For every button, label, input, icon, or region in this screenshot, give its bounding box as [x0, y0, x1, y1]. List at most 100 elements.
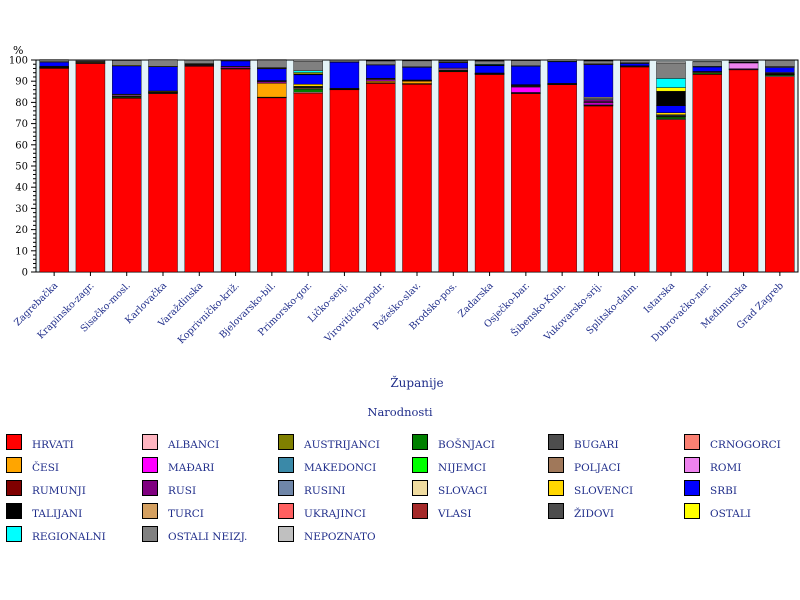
- legend-swatch: [684, 503, 700, 519]
- x-tick-label: Istarska: [642, 280, 678, 316]
- bar-segment: [329, 89, 360, 273]
- bar-segment: [293, 74, 323, 85]
- bar-segment: [511, 93, 541, 273]
- bar-segment: [728, 69, 759, 273]
- legend-swatch: [6, 480, 22, 496]
- legend-label: ČESI: [32, 462, 60, 474]
- y-tick-label: 10: [15, 246, 28, 257]
- legend-swatch: [278, 480, 294, 496]
- legend-swatch: [412, 434, 428, 450]
- bar-stack: [583, 60, 614, 273]
- legend-swatch: [142, 480, 158, 496]
- y-axis: 0 10 20 30 40 50 60 70 80 90 100: [9, 56, 36, 279]
- bar-segment: [111, 65, 142, 95]
- bar-segment: [656, 62, 686, 79]
- bar-stack: [438, 60, 468, 273]
- y-tick-label: 90: [15, 77, 28, 88]
- bar-segment: [765, 60, 795, 67]
- legend-swatch: [548, 480, 564, 496]
- bar-segment: [656, 78, 686, 88]
- bar-segment: [402, 67, 432, 81]
- y-tick-label: 50: [15, 162, 28, 173]
- bar-segment: [293, 93, 323, 273]
- legend-swatch: [548, 434, 564, 450]
- y-unit-label: %: [13, 44, 23, 57]
- legend-swatch: [278, 434, 294, 450]
- bar-segment: [765, 59, 795, 61]
- bar-stack: [293, 59, 323, 273]
- legend-swatch: [684, 434, 700, 450]
- bar-segment: [329, 60, 360, 63]
- bar-segment: [111, 60, 142, 66]
- y-tick-label: 20: [15, 225, 28, 236]
- legend: HRVATI ALBANCI AUSTRIJANCI BOŠNJACI BUGARI CR…: [0, 434, 800, 564]
- bar-stack: [39, 59, 69, 273]
- bar-stack: [656, 61, 686, 273]
- bar-segment: [583, 105, 614, 273]
- y-tick-label: 40: [15, 183, 28, 194]
- bar-segment: [583, 99, 614, 102]
- bar-segment: [474, 60, 505, 65]
- legend-swatch: [278, 503, 294, 519]
- bar-stack: [620, 59, 650, 273]
- legend-label: TURCI: [168, 508, 204, 520]
- legend-swatch: [412, 503, 428, 519]
- legend-label: BUGARI: [574, 439, 619, 451]
- bar-segment: [293, 60, 323, 72]
- bar-segment: [184, 60, 214, 64]
- bar-segment: [474, 65, 505, 74]
- bar-segment: [220, 60, 251, 67]
- legend-label: NEPOZNATO: [304, 531, 376, 543]
- bar-segment: [438, 71, 468, 273]
- bar-segment: [583, 64, 614, 98]
- legend-label: TALIJANI: [32, 508, 83, 520]
- x-axis: ZagrebačkaKrapinsko-zagr.Sisačko-mosl.Ka…: [12, 272, 786, 346]
- bar-segment: [366, 83, 396, 273]
- bar-segment: [583, 60, 614, 65]
- legend-label: SLOVACI: [438, 485, 488, 497]
- legend-swatch: [6, 457, 22, 473]
- bar-segment: [656, 116, 686, 120]
- y-tick-label: 80: [15, 98, 28, 109]
- bar-stack: [692, 61, 722, 273]
- legend-swatch: [278, 457, 294, 473]
- legend-label: ALBANCI: [168, 439, 220, 451]
- y-tick-label: 30: [15, 204, 28, 215]
- x-tick-label: Koprivničko-križ.: [176, 280, 242, 346]
- bar-segment: [148, 59, 178, 67]
- bar-segment: [366, 64, 396, 79]
- y-tick-label: 70: [15, 119, 28, 130]
- bar-stack: [474, 60, 505, 273]
- bar-stack: [366, 60, 396, 273]
- legend-label: OSTALI NEIZJ.: [168, 531, 248, 543]
- legend-label: HRVATI: [32, 439, 74, 451]
- legend-swatch: [684, 480, 700, 496]
- legend-swatch: [142, 526, 158, 542]
- bar-segment: [39, 68, 69, 273]
- stacked-bar-chart: % 0 10 20 30 40 50 60 70 80 90 100 ZagrebačkaKrapi…: [9, 44, 799, 346]
- y-tick-label: 0: [22, 268, 28, 279]
- bar-stack: [402, 60, 432, 273]
- legend-swatch: [548, 457, 564, 473]
- bar-segment: [39, 61, 69, 67]
- bar-segment: [547, 61, 577, 84]
- bar-segment: [402, 60, 432, 67]
- bar-segment: [148, 66, 178, 92]
- bar-segment: [257, 83, 287, 98]
- bar-segment: [293, 70, 323, 73]
- bar-stack: [329, 59, 360, 273]
- legend-label: CRNOGORCI: [710, 439, 781, 451]
- bar-stack: [148, 59, 178, 273]
- legend-swatch: [142, 503, 158, 519]
- bar-segment: [257, 59, 287, 68]
- legend-swatch: [6, 503, 22, 519]
- bar-stack: [765, 59, 795, 273]
- legend-label: SRBI: [710, 485, 737, 497]
- x-axis-title: Županije: [390, 376, 444, 390]
- bar-segment: [656, 119, 686, 273]
- legend-label: BOŠNJACI: [438, 439, 495, 451]
- legend-swatch: [412, 480, 428, 496]
- legend-swatch: [142, 434, 158, 450]
- bar-segment: [184, 65, 214, 273]
- legend-label: MAKEDONCI: [304, 462, 377, 474]
